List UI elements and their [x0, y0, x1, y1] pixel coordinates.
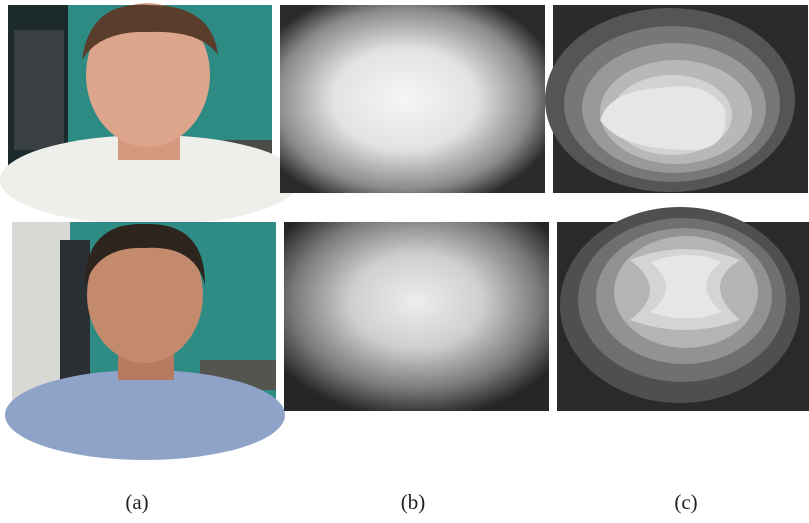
saliency-map	[280, 5, 545, 193]
figure: (a) (b) (c)	[0, 0, 809, 523]
caption: (c)	[674, 490, 697, 514]
photo	[0, 3, 300, 225]
saliency-map	[284, 222, 549, 411]
caption: (b)	[401, 490, 426, 514]
photo	[5, 222, 285, 460]
contour-map	[557, 207, 809, 411]
caption: (a)	[125, 490, 148, 514]
contour-map	[545, 5, 808, 193]
